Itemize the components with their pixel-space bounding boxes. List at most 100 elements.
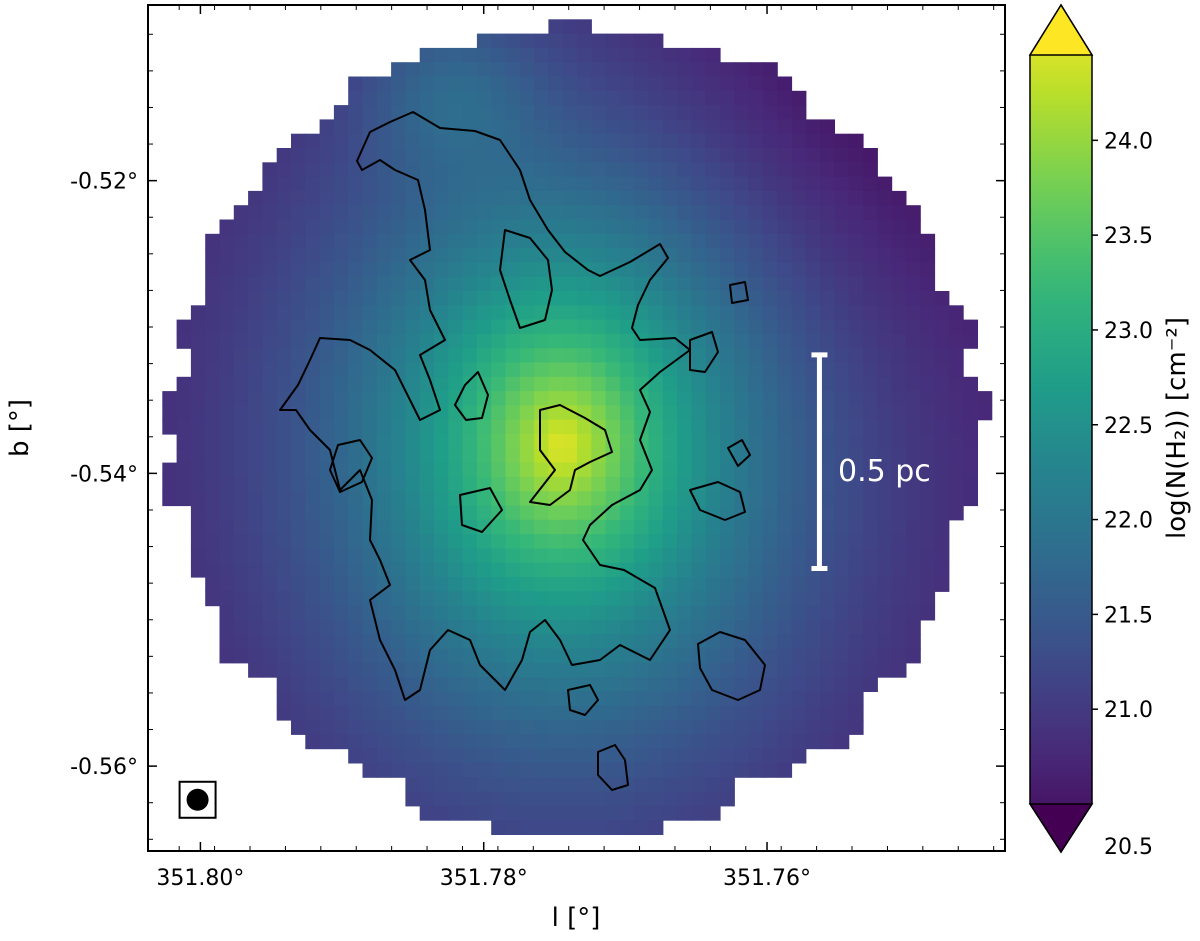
map-pixel xyxy=(534,133,549,149)
map-pixel xyxy=(391,491,406,507)
map-pixel xyxy=(677,434,692,449)
map-pixel xyxy=(434,119,449,135)
map-pixel xyxy=(548,391,564,406)
map-pixel xyxy=(662,476,678,492)
map-pixel xyxy=(848,176,864,192)
map-pixel xyxy=(820,233,835,249)
map-pixel xyxy=(634,362,650,378)
map-pixel xyxy=(648,405,664,421)
map-pixel xyxy=(333,291,349,306)
map-pixel xyxy=(662,162,678,178)
map-pixel xyxy=(348,219,364,235)
map-pixel xyxy=(662,705,678,721)
map-pixel xyxy=(405,276,421,292)
map-pixel xyxy=(777,176,793,192)
map-pixel xyxy=(720,619,735,635)
map-pixel xyxy=(720,62,735,78)
map-pixel xyxy=(662,262,678,278)
map-pixel xyxy=(577,691,592,707)
map-pixel xyxy=(577,820,592,835)
map-pixel xyxy=(677,205,692,221)
map-pixel xyxy=(262,291,278,306)
map-pixel xyxy=(748,734,764,750)
map-pixel xyxy=(362,148,378,163)
map-pixel xyxy=(276,705,292,721)
map-pixel xyxy=(519,534,535,549)
map-pixel xyxy=(319,434,335,449)
map-pixel xyxy=(376,748,392,764)
map-pixel xyxy=(777,762,793,778)
map-pixel xyxy=(505,805,521,821)
map-pixel xyxy=(448,162,464,178)
map-pixel xyxy=(305,519,321,535)
map-pixel xyxy=(619,591,635,607)
map-pixel xyxy=(848,391,864,406)
map-pixel xyxy=(333,562,349,578)
map-pixel xyxy=(205,519,221,535)
map-pixel xyxy=(677,577,692,592)
map-pixel xyxy=(362,305,378,321)
map-pixel xyxy=(405,634,421,650)
map-pixel xyxy=(705,62,721,78)
map-pixel xyxy=(677,720,692,735)
map-pixel xyxy=(291,419,306,435)
map-pixel xyxy=(462,190,478,206)
map-pixel xyxy=(462,434,478,449)
map-pixel xyxy=(534,376,549,392)
map-pixel xyxy=(662,319,678,335)
map-pixel xyxy=(720,105,735,120)
map-pixel xyxy=(376,90,392,106)
map-pixel xyxy=(434,133,449,149)
map-pixel xyxy=(262,619,278,635)
map-pixel xyxy=(691,548,707,564)
map-pixel xyxy=(705,190,721,206)
map-pixel xyxy=(391,362,406,378)
map-pixel xyxy=(248,305,263,321)
map-pixel xyxy=(691,262,707,278)
map-pixel xyxy=(505,434,521,449)
map-pixel xyxy=(934,405,950,421)
map-pixel xyxy=(190,362,206,378)
map-pixel xyxy=(233,562,249,578)
map-pixel xyxy=(419,419,435,435)
map-pixel xyxy=(562,262,578,278)
map-pixel xyxy=(319,305,335,321)
map-pixel xyxy=(748,162,764,178)
map-pixel xyxy=(591,190,607,206)
map-pixel xyxy=(548,105,564,120)
map-pixel xyxy=(648,720,664,735)
map-pixel xyxy=(205,291,221,306)
map-pixel xyxy=(233,305,249,321)
map-pixel xyxy=(419,448,435,464)
map-pixel xyxy=(619,605,635,621)
map-plot: 0.5 pc 351.80° 351.78° 351.76° -0.52°-0.54… xyxy=(5,4,1006,933)
map-pixel xyxy=(476,434,492,449)
map-pixel xyxy=(634,734,650,750)
map-pixel xyxy=(434,148,449,163)
map-pixel xyxy=(248,419,263,435)
plot-frame xyxy=(147,4,1006,852)
map-pixel xyxy=(219,591,235,607)
map-pixel xyxy=(419,491,435,507)
map-pixel xyxy=(591,205,607,221)
map-pixel xyxy=(262,305,278,321)
map-pixel xyxy=(405,505,421,521)
map-pixel xyxy=(891,662,907,678)
map-pixel xyxy=(720,233,735,249)
map-pixel xyxy=(619,362,635,378)
map-pixel xyxy=(762,148,778,163)
map-pixel xyxy=(619,133,635,149)
map-pixel xyxy=(391,691,406,707)
y-tick-label: -0.56° xyxy=(70,755,138,780)
map-pixel xyxy=(376,248,392,263)
map-pixel xyxy=(934,519,950,535)
map-pixel xyxy=(505,119,521,135)
map-pixel xyxy=(762,176,778,192)
map-pixel xyxy=(691,677,707,692)
map-pixel xyxy=(748,291,764,306)
map-pixel xyxy=(791,505,807,521)
map-pixel xyxy=(391,462,406,478)
map-pixel xyxy=(476,47,492,63)
map-pixel xyxy=(762,405,778,421)
map-pixel xyxy=(777,519,793,535)
